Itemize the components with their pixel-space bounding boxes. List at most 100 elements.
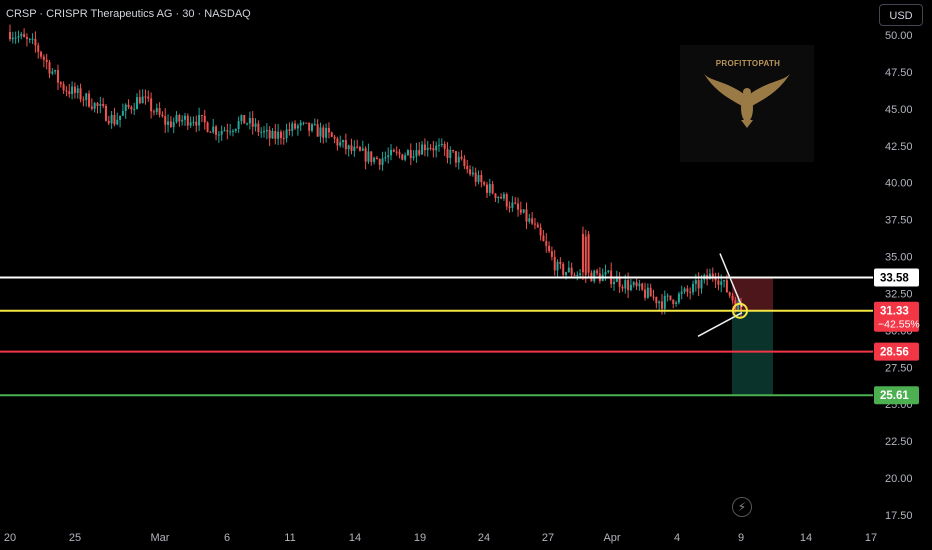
candle-body [621, 286, 624, 289]
candle-body [627, 280, 630, 291]
x-tick-label: 14 [349, 532, 361, 544]
candle-body [138, 97, 141, 104]
candle-body [717, 280, 720, 285]
candle-body [90, 106, 93, 109]
candle-body [680, 291, 683, 294]
candle-body [406, 150, 409, 156]
candle-body [596, 270, 599, 274]
candle-body [248, 118, 251, 124]
candle-body [68, 91, 71, 95]
candle-body [452, 150, 455, 152]
candle-body [88, 93, 91, 107]
candle-body [675, 302, 678, 304]
candle-body [576, 274, 579, 276]
candle-body [65, 90, 68, 92]
candle-body [34, 38, 37, 46]
candle-body [646, 287, 649, 298]
candle-body [42, 56, 45, 60]
candle-body [567, 267, 570, 273]
candle-body [415, 150, 418, 157]
candle-body [215, 126, 218, 135]
candle-body [234, 128, 237, 131]
entry-price-text: 31.33 [880, 306, 909, 318]
candle-body [158, 108, 161, 115]
candle-body [358, 147, 361, 151]
candle-body [565, 272, 568, 275]
candle-body [632, 282, 635, 285]
candle-body [260, 131, 263, 133]
candle-body [460, 156, 463, 159]
y-tick-label: 20.00 [885, 473, 913, 485]
candle-body [119, 115, 122, 120]
candle-body [206, 122, 209, 132]
candle-body [517, 203, 520, 210]
candle-body [310, 124, 313, 131]
candle-body [291, 123, 294, 131]
candle-body [195, 121, 198, 126]
candle-body [511, 202, 514, 208]
candle-body [381, 158, 384, 165]
candle-body [384, 157, 387, 159]
candle-body [432, 148, 435, 151]
y-tick-label: 47.50 [885, 67, 913, 79]
candle-body [615, 277, 618, 282]
candle-body [454, 151, 457, 163]
candle-body [167, 121, 170, 125]
x-tick-label: 27 [542, 532, 554, 544]
candle-body [649, 287, 652, 297]
candle-body [731, 295, 734, 301]
candle-body [172, 122, 175, 127]
candle-body [536, 224, 539, 228]
candle-body [209, 131, 212, 133]
candle-body [474, 172, 477, 182]
candle-body [71, 86, 74, 95]
candle-body [73, 86, 76, 93]
candle-body [279, 131, 282, 139]
candle-body [217, 134, 220, 136]
candle-body [322, 127, 325, 138]
candle-body [133, 109, 136, 111]
candle-body [373, 157, 376, 162]
x-tick-label: 20 [4, 532, 16, 544]
candle-body [353, 146, 356, 151]
x-tick-label: 6 [224, 532, 230, 544]
candle-body [99, 104, 102, 106]
candle-body [79, 88, 82, 100]
candle-body [361, 148, 364, 151]
candle-body [56, 70, 59, 83]
candle-body [152, 111, 155, 113]
candle-body [257, 123, 260, 132]
candle-body [446, 148, 449, 159]
candle-body [421, 144, 424, 155]
candle-body [155, 108, 158, 113]
watermark-logo [680, 45, 814, 162]
candle-body [192, 121, 195, 123]
candle-body [502, 194, 505, 199]
candle-body [251, 118, 254, 127]
candle-body [9, 32, 11, 40]
candle-body [141, 96, 144, 104]
candle-body [181, 119, 184, 122]
currency-button[interactable]: USD [879, 4, 923, 26]
candle-body [189, 122, 192, 126]
x-tick-label: Apr [603, 532, 620, 544]
candle-body [666, 295, 669, 297]
candle-body [700, 279, 703, 289]
candle-body [104, 105, 107, 121]
candle-body [683, 288, 686, 292]
candle-body [20, 33, 23, 37]
candle-body [440, 144, 443, 146]
lightning-icon[interactable]: ⚡ [732, 497, 752, 517]
candle-body [426, 147, 429, 151]
candle-body [305, 122, 308, 124]
candle-body [220, 130, 223, 135]
candle-body [240, 115, 243, 122]
candle-body [697, 280, 700, 289]
take-profit-zone [732, 310, 773, 396]
candle-body [268, 130, 271, 139]
candle-body [412, 156, 415, 159]
candle-body [488, 184, 491, 193]
candle-body [548, 245, 551, 252]
y-tick-label: 17.50 [885, 510, 913, 522]
